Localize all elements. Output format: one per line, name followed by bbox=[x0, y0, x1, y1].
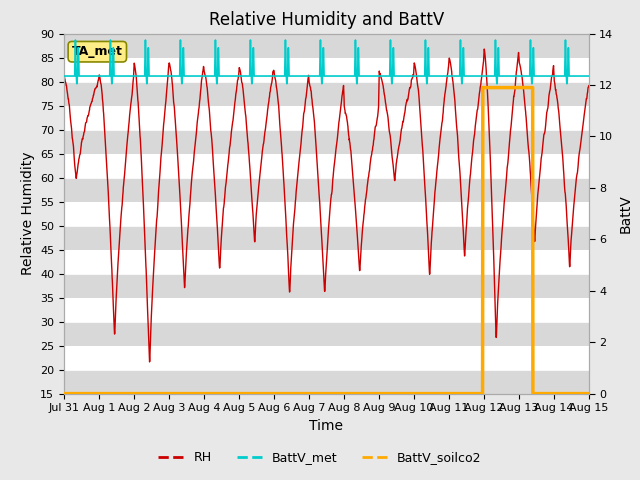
BattV_met bbox=[479, 73, 487, 79]
Title: Relative Humidity and BattV: Relative Humidity and BattV bbox=[209, 11, 444, 29]
Y-axis label: Relative Humidity: Relative Humidity bbox=[20, 152, 35, 276]
BattV_met bbox=[353, 79, 361, 84]
RH bbox=[207, 127, 214, 132]
RH bbox=[342, 110, 349, 116]
Line: BattV_soilco2: BattV_soilco2 bbox=[64, 87, 589, 394]
RH bbox=[146, 359, 154, 365]
Bar bbox=[64, 370, 589, 394]
RH bbox=[481, 46, 488, 52]
Bar bbox=[64, 274, 589, 298]
BattV_met bbox=[539, 73, 547, 79]
Line: BattV_met: BattV_met bbox=[64, 40, 589, 84]
RH bbox=[353, 227, 361, 233]
BattV_soilco2 bbox=[479, 391, 486, 396]
BattV_met bbox=[585, 73, 593, 79]
BattV_met bbox=[342, 73, 349, 79]
BattV_soilco2 bbox=[585, 391, 593, 396]
BattV_met bbox=[73, 81, 81, 86]
RH bbox=[60, 72, 68, 78]
BattV_met bbox=[60, 73, 68, 79]
BattV_met bbox=[554, 73, 561, 79]
Bar bbox=[64, 130, 589, 154]
RH bbox=[585, 83, 593, 89]
Bar bbox=[64, 226, 589, 250]
BattV_soilco2 bbox=[60, 391, 68, 396]
BattV_soilco2 bbox=[353, 391, 360, 396]
RH bbox=[554, 98, 561, 104]
BattV_met bbox=[72, 37, 79, 43]
Legend: RH, BattV_met, BattV_soilco2: RH, BattV_met, BattV_soilco2 bbox=[154, 446, 486, 469]
RH bbox=[539, 142, 547, 147]
X-axis label: Time: Time bbox=[309, 419, 344, 433]
Bar bbox=[64, 178, 589, 202]
BattV_met bbox=[207, 73, 214, 79]
BattV_soilco2 bbox=[341, 391, 349, 396]
Bar bbox=[64, 82, 589, 106]
Text: TA_met: TA_met bbox=[72, 45, 123, 58]
Bar bbox=[64, 322, 589, 346]
Bar bbox=[64, 34, 589, 58]
BattV_soilco2 bbox=[479, 84, 486, 90]
Y-axis label: BattV: BattV bbox=[619, 194, 633, 233]
BattV_soilco2 bbox=[207, 391, 214, 396]
RH bbox=[479, 64, 486, 70]
BattV_soilco2 bbox=[554, 391, 561, 396]
Line: RH: RH bbox=[64, 49, 589, 362]
BattV_soilco2 bbox=[539, 391, 547, 396]
